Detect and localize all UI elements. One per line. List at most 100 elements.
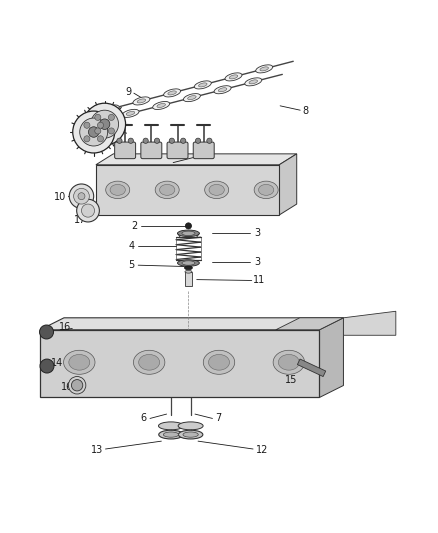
Ellipse shape bbox=[256, 65, 273, 73]
Ellipse shape bbox=[163, 432, 179, 437]
Circle shape bbox=[180, 138, 186, 143]
Ellipse shape bbox=[153, 101, 170, 109]
Ellipse shape bbox=[182, 261, 195, 265]
Text: 7: 7 bbox=[215, 414, 221, 423]
Ellipse shape bbox=[187, 95, 196, 100]
Text: 16: 16 bbox=[61, 382, 74, 392]
Text: 15: 15 bbox=[285, 375, 297, 385]
Ellipse shape bbox=[177, 260, 199, 266]
Ellipse shape bbox=[133, 97, 150, 105]
Circle shape bbox=[69, 184, 94, 208]
Ellipse shape bbox=[185, 270, 192, 273]
Circle shape bbox=[81, 204, 95, 217]
Ellipse shape bbox=[64, 350, 95, 374]
FancyBboxPatch shape bbox=[115, 142, 136, 159]
Ellipse shape bbox=[159, 422, 184, 430]
Circle shape bbox=[117, 138, 122, 143]
Ellipse shape bbox=[194, 81, 211, 89]
Circle shape bbox=[68, 376, 86, 394]
Text: 5: 5 bbox=[128, 260, 135, 270]
Text: 14: 14 bbox=[51, 358, 64, 368]
Circle shape bbox=[195, 138, 201, 143]
Polygon shape bbox=[279, 154, 297, 215]
Ellipse shape bbox=[178, 422, 203, 430]
Ellipse shape bbox=[254, 181, 278, 199]
Text: 10: 10 bbox=[53, 192, 66, 201]
Ellipse shape bbox=[229, 75, 238, 79]
Ellipse shape bbox=[126, 111, 135, 115]
Circle shape bbox=[97, 122, 103, 128]
Circle shape bbox=[207, 138, 212, 143]
Circle shape bbox=[74, 188, 89, 204]
Text: 9: 9 bbox=[126, 87, 132, 97]
Ellipse shape bbox=[159, 430, 183, 439]
Ellipse shape bbox=[182, 231, 195, 236]
FancyBboxPatch shape bbox=[185, 272, 192, 286]
Polygon shape bbox=[343, 311, 396, 335]
Polygon shape bbox=[276, 318, 343, 330]
Ellipse shape bbox=[178, 430, 203, 439]
Text: 3: 3 bbox=[254, 257, 260, 267]
Circle shape bbox=[39, 325, 53, 339]
Circle shape bbox=[154, 138, 159, 143]
Ellipse shape bbox=[260, 67, 268, 71]
Circle shape bbox=[185, 223, 191, 229]
Circle shape bbox=[108, 114, 114, 120]
Ellipse shape bbox=[95, 119, 104, 123]
Circle shape bbox=[73, 111, 115, 153]
Ellipse shape bbox=[91, 117, 108, 125]
Circle shape bbox=[84, 136, 90, 142]
Ellipse shape bbox=[208, 354, 230, 370]
Text: 2: 2 bbox=[131, 221, 138, 231]
Circle shape bbox=[97, 136, 103, 142]
Text: 8: 8 bbox=[302, 106, 308, 116]
FancyBboxPatch shape bbox=[96, 165, 279, 215]
Ellipse shape bbox=[164, 89, 180, 97]
Ellipse shape bbox=[168, 91, 177, 95]
Ellipse shape bbox=[245, 78, 262, 86]
Circle shape bbox=[95, 114, 101, 120]
Circle shape bbox=[40, 359, 54, 373]
Ellipse shape bbox=[134, 350, 165, 374]
Circle shape bbox=[77, 199, 99, 222]
FancyBboxPatch shape bbox=[40, 330, 319, 398]
Ellipse shape bbox=[183, 432, 198, 437]
Circle shape bbox=[88, 127, 99, 138]
Ellipse shape bbox=[106, 181, 130, 199]
Ellipse shape bbox=[159, 184, 175, 195]
Polygon shape bbox=[40, 318, 343, 330]
Ellipse shape bbox=[279, 354, 299, 370]
Ellipse shape bbox=[273, 350, 304, 374]
Circle shape bbox=[78, 193, 85, 200]
Circle shape bbox=[95, 128, 101, 134]
Ellipse shape bbox=[249, 80, 258, 84]
Ellipse shape bbox=[205, 181, 229, 199]
Ellipse shape bbox=[137, 99, 146, 103]
Circle shape bbox=[80, 118, 108, 146]
Circle shape bbox=[84, 103, 126, 145]
Circle shape bbox=[169, 138, 174, 143]
Ellipse shape bbox=[102, 105, 119, 113]
Text: 13: 13 bbox=[91, 445, 103, 455]
Circle shape bbox=[91, 110, 119, 138]
Ellipse shape bbox=[139, 354, 159, 370]
Polygon shape bbox=[319, 318, 343, 398]
Ellipse shape bbox=[122, 109, 139, 117]
Polygon shape bbox=[297, 359, 326, 376]
Circle shape bbox=[108, 128, 114, 134]
Ellipse shape bbox=[218, 88, 227, 92]
Text: 17: 17 bbox=[74, 215, 87, 225]
Ellipse shape bbox=[157, 103, 166, 108]
Ellipse shape bbox=[155, 181, 179, 199]
Ellipse shape bbox=[110, 184, 125, 195]
Ellipse shape bbox=[214, 86, 231, 94]
Ellipse shape bbox=[225, 73, 242, 81]
Ellipse shape bbox=[177, 230, 199, 237]
Ellipse shape bbox=[209, 184, 224, 195]
Text: 1: 1 bbox=[198, 150, 204, 160]
FancyBboxPatch shape bbox=[167, 142, 188, 159]
Ellipse shape bbox=[198, 83, 207, 87]
Text: 6: 6 bbox=[141, 414, 147, 423]
FancyBboxPatch shape bbox=[193, 142, 214, 159]
Ellipse shape bbox=[106, 107, 115, 111]
